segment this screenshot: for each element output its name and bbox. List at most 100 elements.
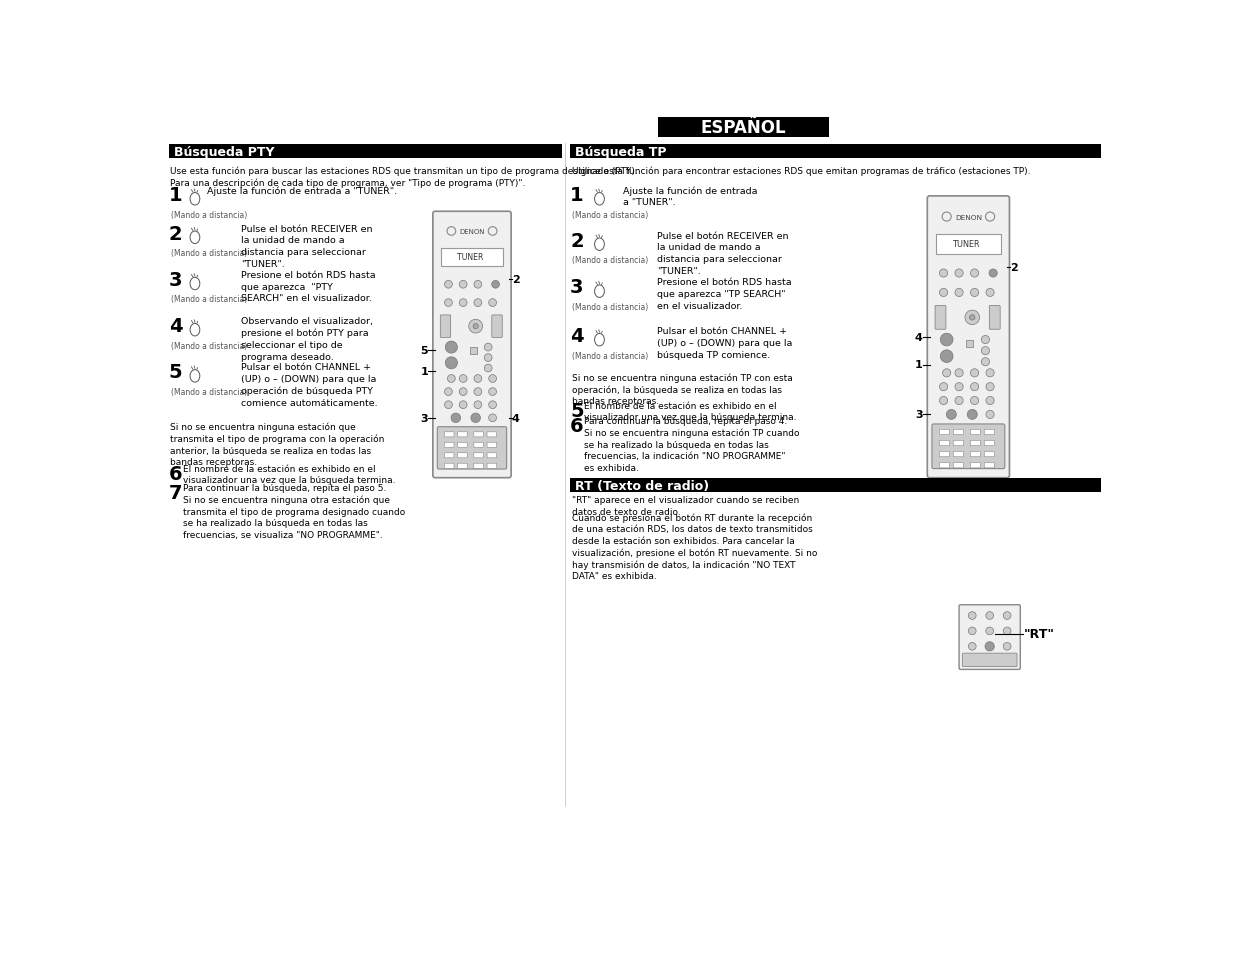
Bar (168, 145, 562, 159)
Circle shape (444, 281, 453, 289)
Circle shape (971, 270, 978, 278)
Text: Pulse el botón RECEIVER en
la unidad de mando a
distancia para seleccionar
"TUNE: Pulse el botón RECEIVER en la unidad de … (657, 232, 788, 275)
Circle shape (955, 370, 964, 377)
Circle shape (491, 281, 500, 289)
Circle shape (943, 370, 951, 377)
Text: 7: 7 (168, 483, 182, 502)
FancyBboxPatch shape (444, 454, 454, 458)
FancyBboxPatch shape (970, 430, 981, 436)
Text: 4: 4 (168, 316, 182, 335)
Bar (936, 235, 1001, 254)
Circle shape (986, 642, 993, 651)
Circle shape (474, 375, 481, 383)
FancyBboxPatch shape (990, 306, 1001, 330)
FancyBboxPatch shape (438, 427, 507, 470)
Circle shape (489, 401, 496, 409)
Text: RT (Texto de radio): RT (Texto de radio) (575, 479, 710, 493)
Circle shape (981, 358, 990, 366)
Text: 3: 3 (168, 271, 182, 290)
Circle shape (940, 351, 952, 363)
Text: El nombre de la estación es exhibido en el
visualizador una vez que la búsqueda : El nombre de la estación es exhibido en … (183, 464, 395, 485)
Text: Observando el visualizador,
presione el botón PTY para
seleccionar el tipo de
pr: Observando el visualizador, presione el … (241, 316, 374, 362)
Text: 1: 1 (421, 366, 428, 376)
Circle shape (955, 289, 964, 297)
Text: 2: 2 (512, 274, 520, 285)
Text: DENON: DENON (955, 214, 982, 220)
Text: El nombre de la estación es exhibido en el
visualizador una vez que la búsqueda : El nombre de la estación es exhibido en … (584, 401, 797, 421)
Circle shape (986, 370, 995, 377)
FancyBboxPatch shape (970, 441, 981, 446)
Text: Ajuste la función de entrada a "TUNER".: Ajuste la función de entrada a "TUNER". (208, 186, 397, 195)
Text: 5: 5 (168, 363, 182, 382)
Text: ESPAÑOL: ESPAÑOL (701, 119, 787, 137)
Bar (966, 340, 974, 348)
Circle shape (955, 270, 964, 278)
Text: DENON: DENON (459, 229, 485, 234)
Circle shape (445, 342, 458, 354)
Circle shape (986, 289, 995, 297)
Circle shape (459, 375, 468, 383)
FancyBboxPatch shape (474, 443, 484, 448)
Text: 2: 2 (570, 232, 584, 251)
Text: Presione el botón RDS hasta
que aparezca "TP SEARCH"
en el visualizador.: Presione el botón RDS hasta que aparezca… (657, 278, 792, 311)
FancyBboxPatch shape (458, 443, 468, 448)
FancyBboxPatch shape (492, 315, 502, 338)
Bar (470, 348, 476, 355)
Circle shape (452, 414, 460, 423)
Text: Pulsar el botón CHANNEL +
(UP) o – (DOWN) para que la
búsqueda TP comience.: Pulsar el botón CHANNEL + (UP) o – (DOWN… (657, 327, 792, 359)
Text: (Mando a distancia): (Mando a distancia) (171, 341, 247, 351)
Text: Para continuar la búsqueda, repita el paso 4.
Si no se encuentra ninguna estació: Para continuar la búsqueda, repita el pa… (584, 416, 799, 472)
Circle shape (485, 365, 492, 373)
Text: Pulsar el botón CHANNEL +
(UP) o – (DOWN) para que la
operación de búsqueda PTY
: Pulsar el botón CHANNEL + (UP) o – (DOWN… (241, 363, 379, 408)
Text: 3: 3 (421, 414, 428, 423)
Text: Presione el botón RDS hasta
que aparezca  "PTY
SEARCH" en el visualizador.: Presione el botón RDS hasta que aparezca… (241, 271, 376, 303)
FancyBboxPatch shape (444, 443, 454, 448)
Circle shape (965, 311, 980, 325)
Text: 2: 2 (168, 224, 182, 243)
Text: 4: 4 (570, 327, 584, 346)
Circle shape (1003, 612, 1011, 619)
FancyBboxPatch shape (487, 454, 497, 458)
Circle shape (1003, 642, 1011, 651)
FancyBboxPatch shape (444, 464, 454, 469)
Text: 1: 1 (570, 186, 584, 205)
Circle shape (474, 281, 481, 289)
Circle shape (986, 397, 995, 405)
FancyBboxPatch shape (474, 454, 484, 458)
Circle shape (969, 612, 976, 619)
Text: 5: 5 (570, 401, 584, 420)
FancyBboxPatch shape (970, 452, 981, 457)
Bar (658, 118, 829, 138)
Circle shape (1003, 627, 1011, 635)
Circle shape (459, 388, 468, 396)
FancyBboxPatch shape (487, 464, 497, 469)
Text: "RT" aparece en el visualizador cuando se reciben
datos de texto de radio.: "RT" aparece en el visualizador cuando s… (571, 496, 799, 517)
Circle shape (971, 289, 978, 297)
FancyBboxPatch shape (444, 433, 454, 437)
FancyBboxPatch shape (954, 452, 964, 457)
Circle shape (969, 642, 976, 651)
Text: (Mando a distancia): (Mando a distancia) (573, 352, 648, 360)
FancyBboxPatch shape (928, 196, 1009, 478)
Bar (442, 249, 503, 267)
Circle shape (990, 270, 997, 278)
Bar (570, 145, 1101, 159)
Circle shape (986, 383, 995, 392)
Text: 3: 3 (570, 278, 584, 297)
Circle shape (485, 355, 492, 362)
Circle shape (970, 315, 975, 321)
Circle shape (986, 411, 995, 419)
Text: Para continuar la búsqueda, repita el paso 5.
Si no se encuentra ninguna otra es: Para continuar la búsqueda, repita el pa… (183, 483, 404, 539)
FancyBboxPatch shape (458, 464, 468, 469)
Circle shape (981, 347, 990, 355)
Circle shape (445, 357, 458, 370)
Text: 4: 4 (915, 333, 923, 342)
Circle shape (459, 281, 468, 289)
FancyBboxPatch shape (487, 433, 497, 437)
Circle shape (474, 299, 481, 307)
Circle shape (473, 324, 479, 330)
FancyBboxPatch shape (474, 464, 484, 469)
FancyBboxPatch shape (985, 430, 995, 436)
FancyBboxPatch shape (985, 463, 995, 468)
Text: Si no se encuentra ninguna estación TP con esta
operación, la búsqueda se realiz: Si no se encuentra ninguna estación TP c… (571, 373, 793, 406)
